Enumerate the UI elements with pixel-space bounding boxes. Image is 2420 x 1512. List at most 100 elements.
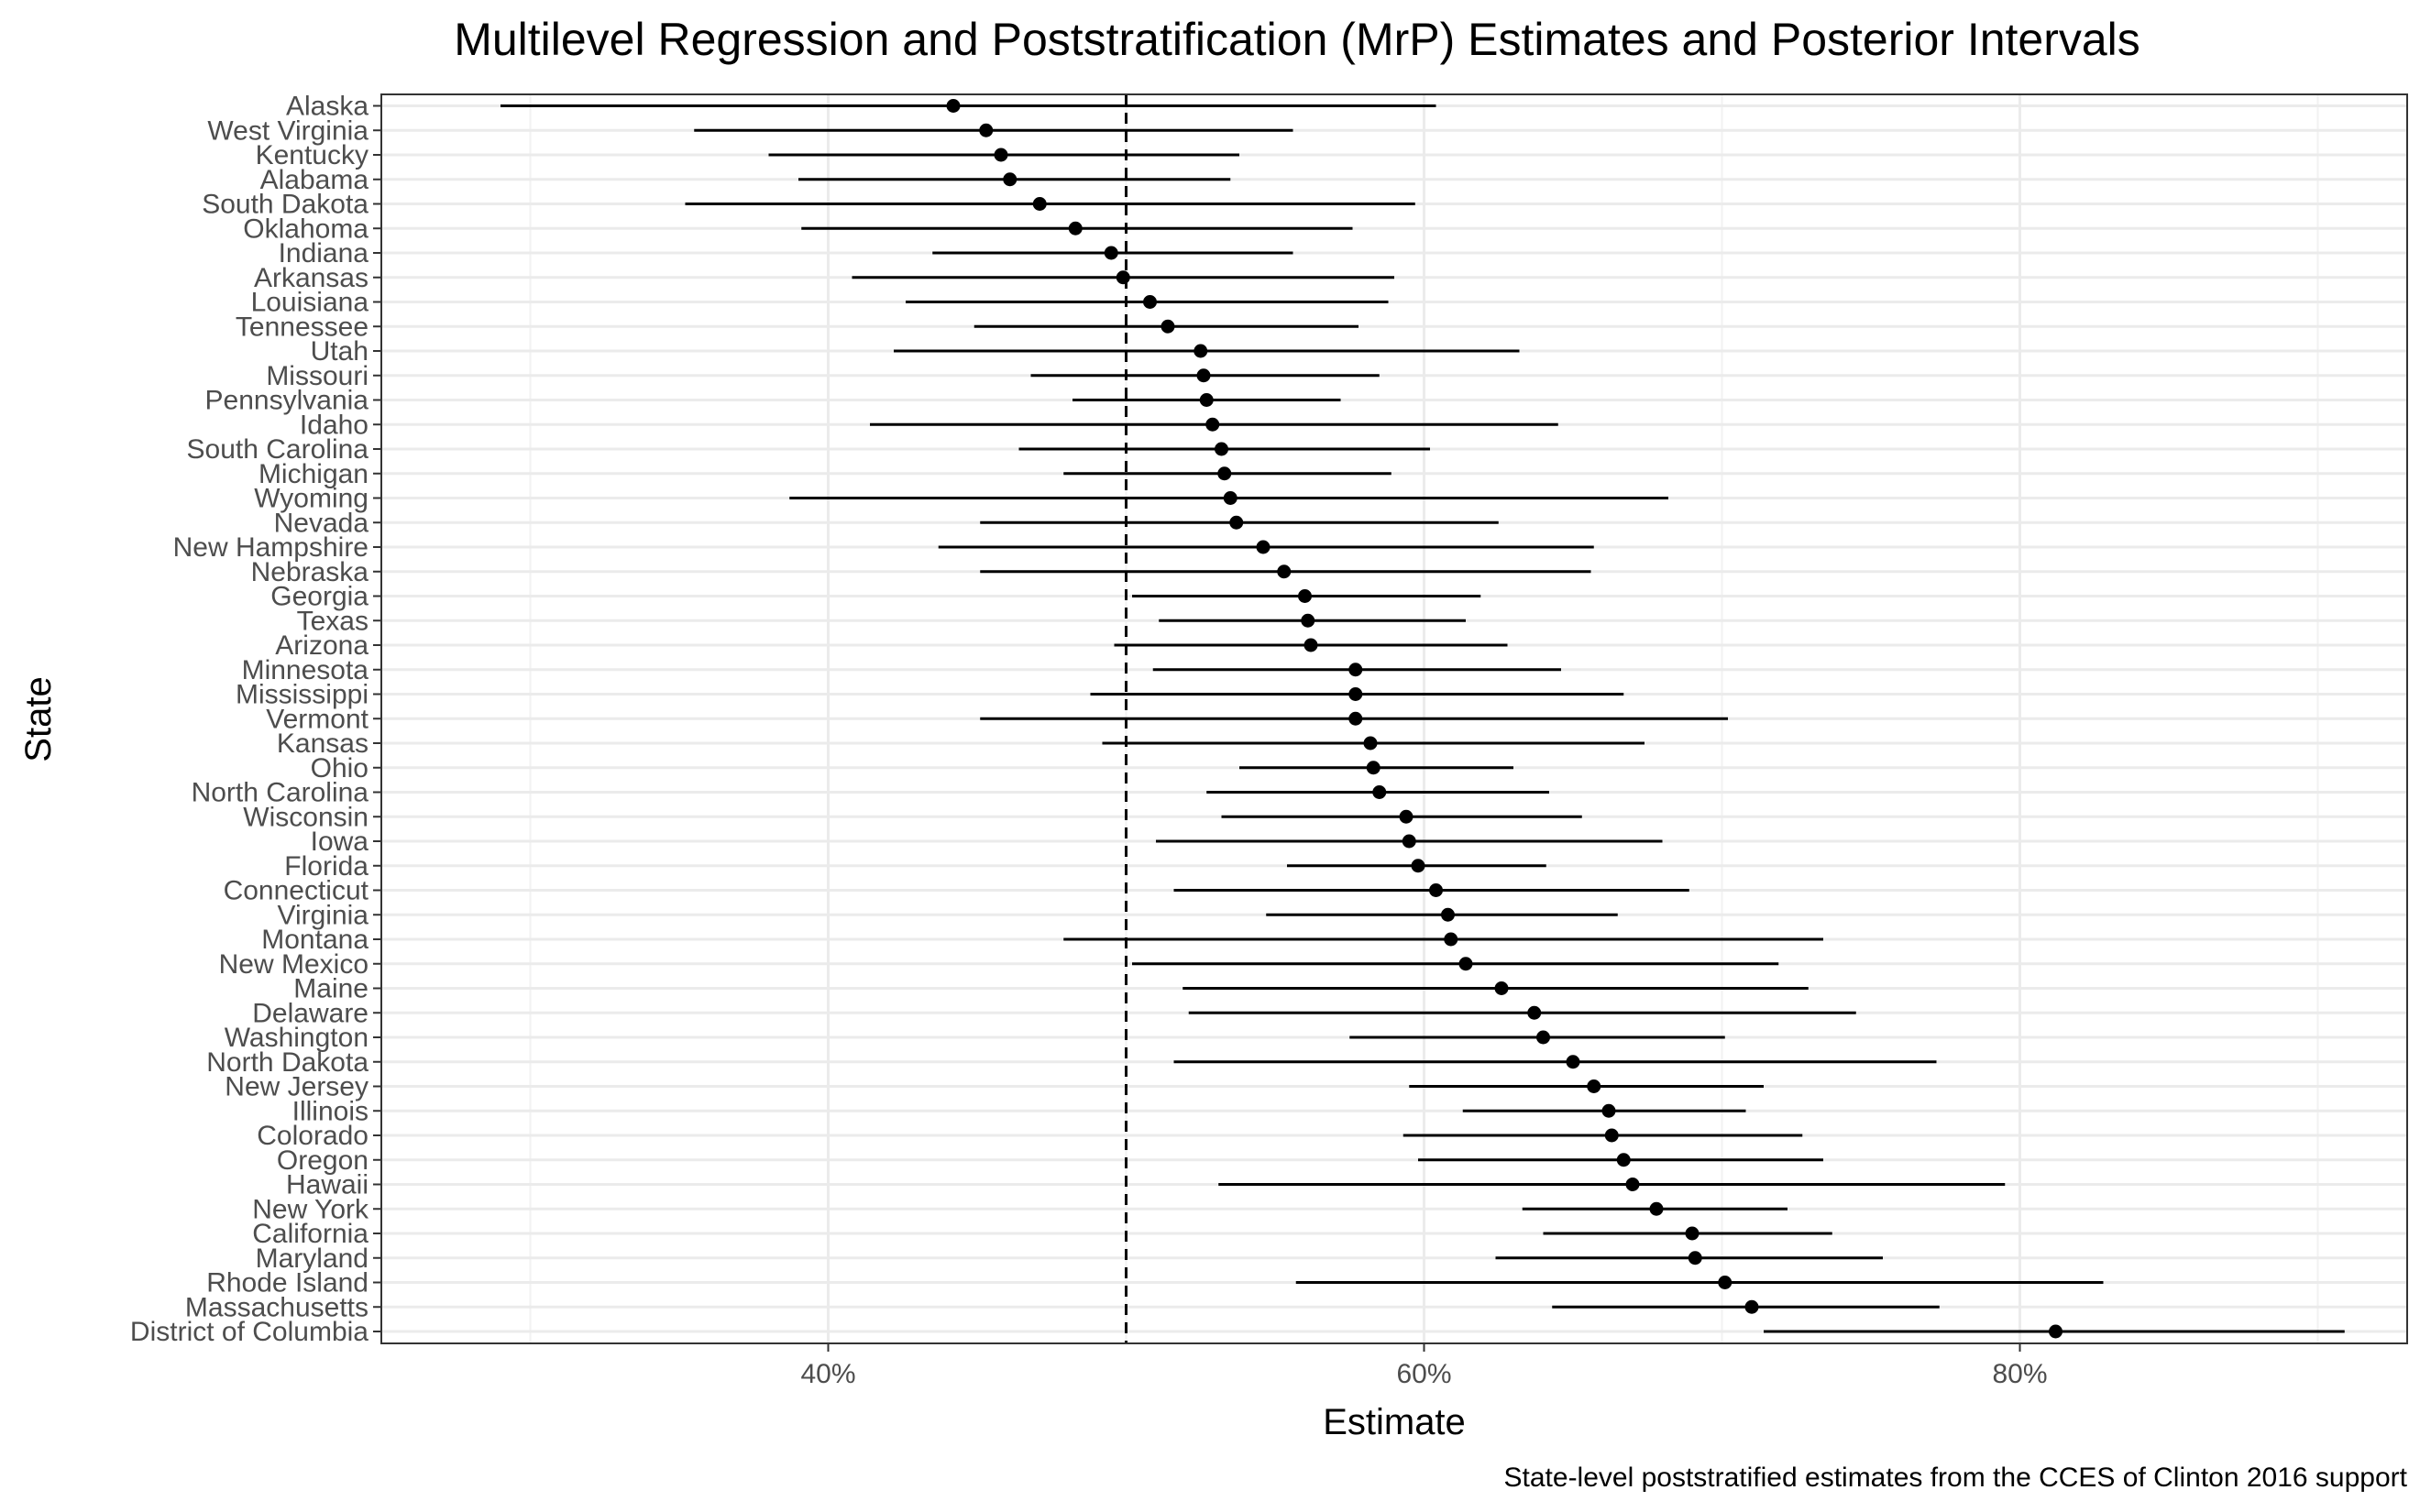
point-mississippi — [1348, 687, 1363, 701]
point-indiana — [1104, 246, 1118, 260]
point-tennessee — [1160, 319, 1175, 334]
y-tick-label: Maryland — [256, 1244, 368, 1274]
point-oklahoma — [1068, 221, 1083, 236]
point-california — [1685, 1226, 1700, 1241]
point-texas — [1301, 613, 1315, 628]
point-florida — [1411, 859, 1425, 873]
y-tick-label: Minnesota — [242, 655, 369, 685]
y-tick-label: Idaho — [300, 410, 368, 440]
y-tick-label: Nebraska — [251, 557, 369, 587]
y-tick-label: Alaska — [286, 92, 368, 122]
y-tick-label: Oklahoma — [243, 214, 368, 244]
y-tick-label: Oregon — [277, 1145, 368, 1176]
y-tick-label: Vermont — [266, 704, 368, 734]
y-tick-label: Pennsylvania — [205, 386, 369, 416]
point-maine — [1494, 981, 1509, 995]
point-arizona — [1304, 638, 1318, 652]
y-tick-label: Arizona — [275, 630, 368, 661]
y-tick-label: Washington — [225, 1023, 368, 1053]
point-arkansas — [1116, 270, 1130, 285]
y-tick-label: Virginia — [277, 900, 368, 930]
point-idaho — [1205, 417, 1220, 432]
y-tick-label: Nevada — [274, 508, 369, 538]
estimate-points — [946, 99, 2062, 1339]
y-tick-label: District of Columbia — [130, 1317, 368, 1347]
chart-title: Multilevel Regression and Poststratifica… — [454, 14, 2140, 65]
y-tick-label: Alabama — [260, 165, 369, 195]
point-kentucky — [994, 148, 1008, 162]
point-oregon — [1616, 1153, 1631, 1167]
point-iowa — [1402, 834, 1416, 849]
y-tick-label: Maine — [293, 974, 368, 1004]
y-tick-label: Wisconsin — [243, 802, 368, 832]
point-south-carolina — [1215, 442, 1228, 456]
x-tick-label: 40% — [800, 1359, 855, 1389]
point-ohio — [1366, 761, 1380, 775]
y-tick-label: Delaware — [252, 998, 368, 1028]
y-tick-label: Montana — [261, 925, 368, 955]
point-nebraska — [1277, 564, 1292, 579]
point-colorado — [1604, 1128, 1619, 1143]
point-montana — [1444, 932, 1458, 947]
point-alabama — [1003, 172, 1018, 187]
y-tick-label: Rhode Island — [206, 1268, 368, 1298]
point-minnesota — [1348, 663, 1363, 677]
point-louisiana — [1143, 295, 1157, 309]
y-axis-title: State — [18, 676, 59, 761]
y-tick-label: Missouri — [266, 361, 368, 391]
point-connecticut — [1429, 883, 1443, 897]
point-new-jersey — [1587, 1079, 1601, 1093]
y-tick-label: Kansas — [277, 729, 368, 759]
point-utah — [1194, 344, 1208, 358]
y-tick-label: Indiana — [279, 238, 369, 268]
point-michigan — [1217, 466, 1232, 481]
point-virginia — [1441, 907, 1455, 922]
y-tick-label: Wyoming — [254, 484, 368, 514]
point-georgia — [1298, 589, 1312, 603]
point-missouri — [1196, 368, 1211, 383]
y-tick-label: Ohio — [311, 753, 368, 783]
x-tick-label: 80% — [1992, 1359, 2047, 1389]
chart-caption: State-level poststratified estimates fro… — [1504, 1463, 2408, 1493]
point-massachusetts — [1744, 1299, 1759, 1314]
y-tick-label: Arkansas — [254, 263, 368, 293]
x-axis-title: Estimate — [1323, 1402, 1466, 1442]
point-nevada — [1229, 515, 1244, 530]
point-district-of-columbia — [2049, 1324, 2062, 1339]
y-tick-label: Louisiana — [251, 288, 369, 318]
point-delaware — [1527, 1005, 1542, 1020]
point-vermont — [1348, 711, 1363, 726]
point-south-dakota — [1032, 197, 1047, 211]
point-washington — [1536, 1030, 1550, 1045]
point-hawaii — [1625, 1178, 1640, 1191]
point-kansas — [1363, 736, 1378, 751]
point-alaska — [946, 99, 961, 113]
x-tick-label: 60% — [1396, 1359, 1451, 1389]
y-tick-label: South Dakota — [202, 190, 368, 220]
y-tick-label: South Carolina — [187, 434, 369, 465]
point-north-carolina — [1372, 785, 1387, 799]
point-wisconsin — [1399, 809, 1414, 824]
y-tick-label: Florida — [284, 851, 368, 882]
y-tick-label: New Jersey — [225, 1072, 368, 1102]
point-west-virginia — [979, 123, 994, 137]
y-tick-label: North Carolina — [192, 778, 369, 808]
point-new-hampshire — [1256, 540, 1270, 554]
y-tick-label: West Virginia — [207, 115, 368, 146]
y-tick-label: Hawaii — [286, 1170, 368, 1200]
y-tick-label: New York — [252, 1194, 369, 1224]
y-tick-label: Connecticut — [224, 876, 369, 906]
point-north-dakota — [1566, 1055, 1580, 1069]
point-illinois — [1601, 1103, 1616, 1118]
point-maryland — [1688, 1251, 1702, 1265]
y-tick-label: New Hampshire — [173, 532, 368, 563]
y-tick-label: Michigan — [258, 459, 368, 489]
y-tick-label: Massachusetts — [185, 1292, 368, 1322]
point-wyoming — [1223, 491, 1238, 505]
y-tick-label: New Mexico — [219, 949, 368, 980]
y-tick-label: California — [252, 1219, 368, 1249]
y-tick-label: Mississippi — [236, 680, 368, 710]
y-tick-label: Utah — [311, 336, 368, 367]
